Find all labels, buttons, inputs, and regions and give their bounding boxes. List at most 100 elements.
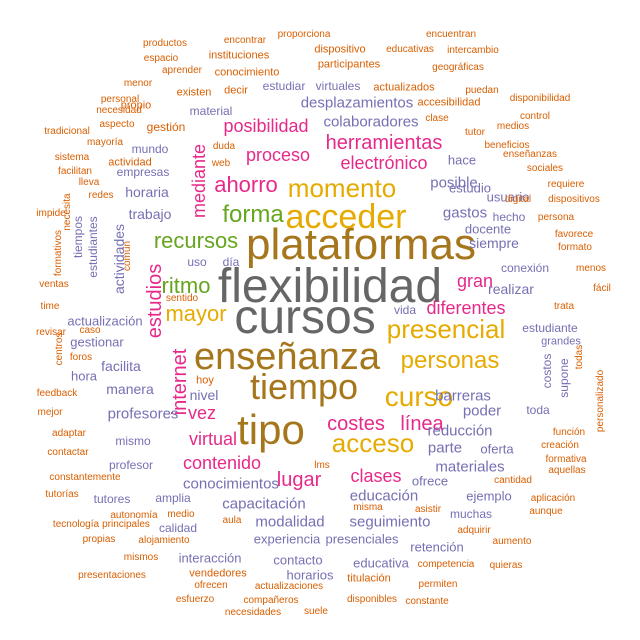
word-muchas: muchas [449,507,493,521]
word-mediante: mediante [189,143,209,219]
word-estudiar: estudiar [262,79,306,93]
word-lugar: lugar [276,469,322,491]
word-time: time [40,301,60,312]
word-ejemplo: ejemplo [466,488,512,504]
word-vida: vida [393,303,417,317]
word-horaria: horaria [125,184,169,200]
word-educacion: educación [349,487,419,505]
word-seguimiento: seguimiento [349,513,431,531]
word-duda: duda [212,141,236,152]
word-ensenanza: enseñanza [194,336,380,378]
word-clase: clase [425,113,449,124]
word-autonomia: autonomía [110,510,158,521]
word-instituciones: instituciones [208,49,270,62]
word-disponibles: disponibles [346,594,398,605]
word-constantemente: constantemente [49,472,121,483]
word-presenciales: presenciales [325,531,399,547]
word-personas: personas [400,347,500,374]
word-presentaciones: presentaciones [78,570,146,581]
word-persona: persona [537,212,575,223]
word-beneficios: beneficios [484,140,530,151]
word-posibilidad: posibilidad [223,116,309,136]
word-flexibilidad: flexibilidad [217,260,443,313]
word-nivel: nivel [189,387,219,403]
word-contenido: contenido [182,453,262,473]
word-conocimiento: conocimiento [214,66,280,79]
word-costes: costes [327,413,385,435]
word-dispositivo: dispositivo [314,43,366,56]
word-amplia: amplia [155,491,191,505]
word-requiere: requiere [547,179,585,190]
word-estudiante: estudiante [522,321,578,335]
word-menos: menos [575,263,607,274]
word-decir: decir [224,84,248,97]
word-contacto: contacto [273,552,323,568]
word-actualizacion: actualización [67,313,143,329]
word-aprender: aprender [161,65,203,76]
word-suele: suele [304,606,328,617]
word-principales: principales [102,519,150,530]
word-hace: hace [447,152,477,168]
word-mayoria: mayoría [86,137,124,148]
word-quieras: quieras [489,560,523,571]
word-conexion: conexión [500,261,550,275]
word-trata: trata [553,301,575,312]
word-propias: propias [82,534,116,545]
word-oferta: oferta [480,441,514,457]
word-formato: formato [558,242,592,253]
word-actualizados: actualizados [373,81,435,94]
word-dispositivos: dispositivos [548,194,600,205]
word-grandes: grandes [541,335,581,348]
word-sentido: sentido [165,293,199,304]
word-aula: aula [222,515,242,526]
word-control: control [519,111,551,122]
word-toda: toda [526,403,550,417]
word-acceder: acceder [285,198,407,236]
word-conocimientos: conocimientos [183,475,279,493]
word-funcion: función [552,427,586,438]
word-docente: docente [464,221,512,237]
word-ahorro: ahorro [214,172,278,197]
word-empresas: empresas [116,165,170,179]
word-curso: curso [384,381,454,412]
word-mayor: mayor [165,301,227,326]
word-tiempos: tiempos [71,215,85,259]
word-mejor: mejor [37,407,63,418]
word-profesor: profesor [108,458,154,472]
word-web: web [211,158,231,169]
word-sociales: sociales [526,163,564,174]
word-calidad: calidad [158,521,198,535]
word-actualizaciones: actualizaciones [254,581,324,592]
word-medio: medio [167,509,195,520]
word-participantes: participantes [317,58,381,71]
word-desplazamientos: desplazamientos [300,94,414,112]
word-hoy: hoy [196,374,214,387]
word-existen: existen [176,86,212,99]
word-manera: manera [106,381,154,397]
word-ventas: ventas [39,279,69,290]
word-posible: posible [430,174,478,192]
word-constante: constante [405,596,449,607]
word-necesidad: necesidad [96,105,142,116]
word-educativa: educativa [353,555,409,571]
word-esfuerzo: esfuerzo [175,594,215,605]
word-dia: día [222,255,240,269]
word-uso: uso [187,255,207,269]
word-proceso: proceso [245,145,311,165]
word-horarios: horarios [286,567,334,583]
word-productos: productos [143,38,187,49]
word-aplicacion: aplicación [530,493,576,504]
word-ritmo: ritmo [161,273,211,298]
word-ensenanzas: enseñanzas [503,149,557,160]
word-plataformas: plataformas [246,220,476,269]
word-feedback: feedback [36,388,78,399]
word-electronico: electrónico [340,153,428,173]
word-modalidad: modalidad [255,513,325,531]
word-estudio: estudio [449,180,491,196]
word-tutor: tutor [464,127,486,138]
word-aquellas: aquellas [548,465,586,476]
word-gran: gran [456,271,494,291]
word-misma: misma [353,502,383,513]
word-vez: vez [187,403,217,423]
